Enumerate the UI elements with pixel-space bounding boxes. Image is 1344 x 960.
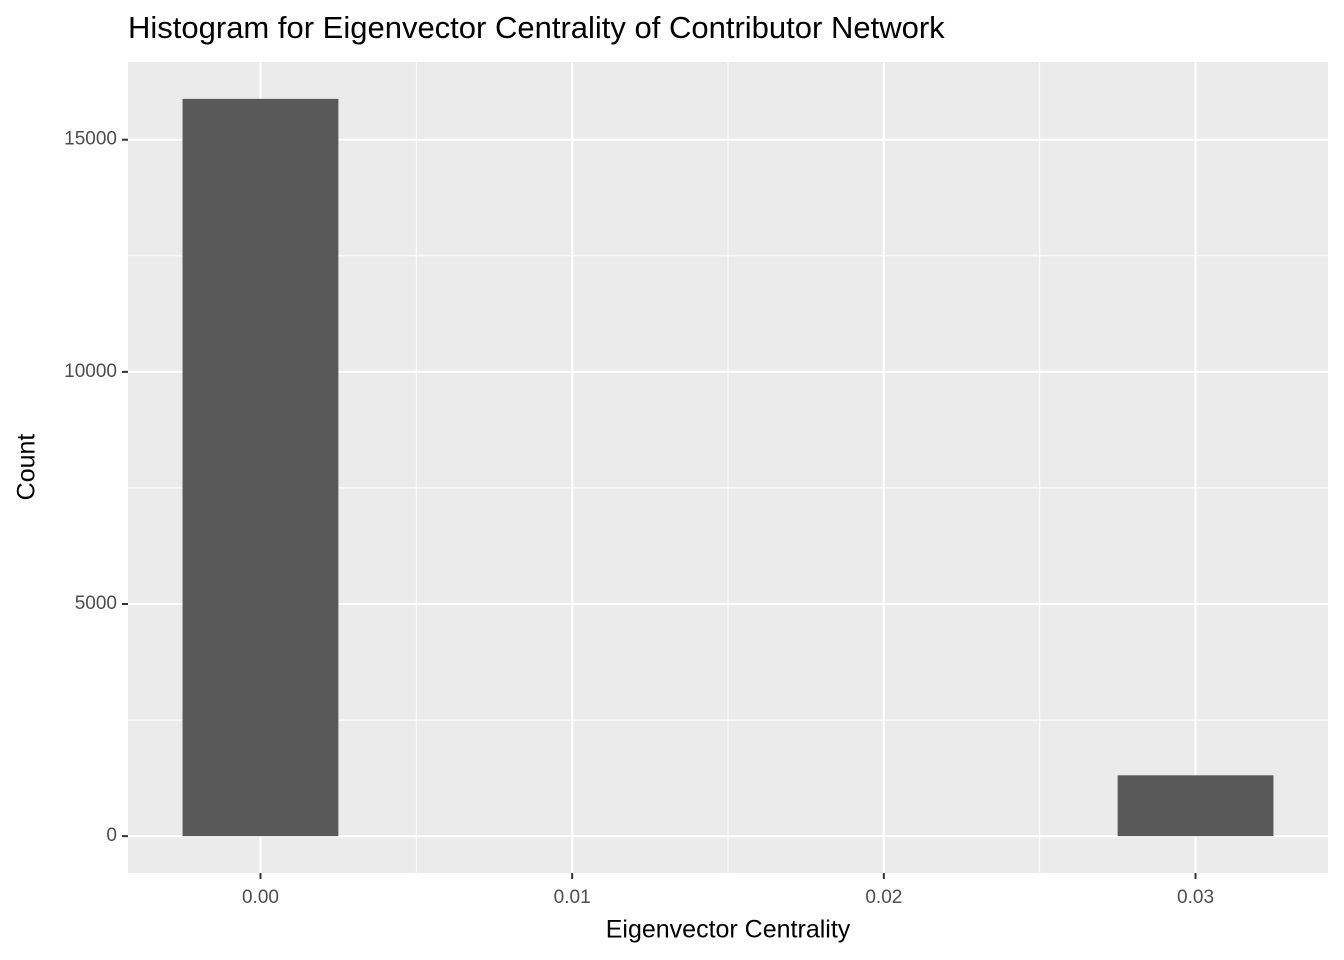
x-tick-label: 0.00: [242, 887, 279, 908]
bar: [1117, 775, 1274, 837]
y-axis-title: Count: [13, 434, 41, 501]
y-tick-label: 15000: [64, 129, 117, 150]
y-tick-label: 5000: [75, 593, 117, 614]
bar: [182, 98, 339, 837]
x-tick-label: 0.03: [1177, 887, 1214, 908]
x-axis-title: Eigenvector Centrality: [606, 916, 851, 944]
chart-title: Histogram for Eigenvector Centrality of …: [128, 10, 945, 45]
y-tick-label: 10000: [64, 361, 117, 382]
x-tick-label: 0.02: [865, 887, 902, 908]
x-tick-label: 0.01: [554, 887, 591, 908]
y-tick-label: 0: [106, 825, 117, 846]
